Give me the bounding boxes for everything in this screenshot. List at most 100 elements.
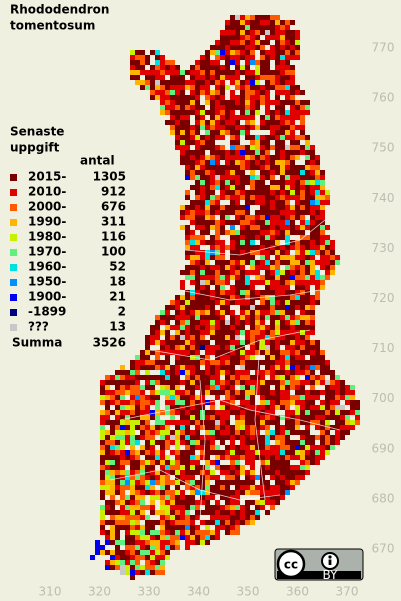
grid-cell bbox=[300, 145, 305, 150]
license-badge: cc BY bbox=[274, 548, 364, 582]
grid-cell bbox=[135, 455, 140, 460]
grid-cell bbox=[295, 385, 300, 390]
grid-cell bbox=[285, 490, 290, 495]
grid-cell bbox=[285, 215, 290, 220]
grid-cell bbox=[225, 280, 230, 285]
grid-cell bbox=[290, 180, 295, 185]
grid-cell bbox=[175, 135, 180, 140]
grid-cell bbox=[245, 15, 250, 20]
grid-cell bbox=[125, 470, 130, 475]
grid-cell bbox=[155, 320, 160, 325]
grid-cell bbox=[160, 375, 165, 380]
grid-cell bbox=[145, 400, 150, 405]
grid-cell bbox=[250, 345, 255, 350]
grid-cell bbox=[145, 370, 150, 375]
grid-cell bbox=[190, 340, 195, 345]
grid-cell bbox=[210, 505, 215, 510]
grid-cell bbox=[280, 305, 285, 310]
grid-cell bbox=[190, 445, 195, 450]
grid-cell bbox=[205, 195, 210, 200]
grid-cell bbox=[110, 455, 115, 460]
grid-cell bbox=[320, 445, 325, 450]
grid-cell bbox=[200, 520, 205, 525]
grid-cell bbox=[300, 205, 305, 210]
grid-cell bbox=[240, 50, 245, 55]
grid-cell bbox=[245, 115, 250, 120]
grid-cell bbox=[220, 325, 225, 330]
grid-cell bbox=[255, 430, 260, 435]
grid-cell bbox=[195, 350, 200, 355]
grid-cell bbox=[215, 250, 220, 255]
grid-cell bbox=[160, 380, 165, 385]
grid-cell bbox=[175, 520, 180, 525]
grid-cell bbox=[210, 245, 215, 250]
grid-cell bbox=[170, 495, 175, 500]
grid-cell bbox=[310, 390, 315, 395]
grid-cell bbox=[295, 170, 300, 175]
grid-cell bbox=[205, 155, 210, 160]
grid-cell bbox=[160, 75, 165, 80]
grid-cell bbox=[215, 280, 220, 285]
grid-cell bbox=[305, 415, 310, 420]
grid-cell bbox=[130, 405, 135, 410]
grid-cell bbox=[220, 335, 225, 340]
grid-cell bbox=[235, 115, 240, 120]
grid-cell bbox=[260, 175, 265, 180]
grid-cell bbox=[275, 225, 280, 230]
grid-cell bbox=[245, 70, 250, 75]
grid-cell bbox=[235, 375, 240, 380]
grid-cell bbox=[105, 560, 110, 565]
grid-cell bbox=[190, 330, 195, 335]
grid-cell bbox=[200, 210, 205, 215]
grid-cell bbox=[310, 180, 315, 185]
grid-cell bbox=[310, 325, 315, 330]
grid-cell bbox=[185, 415, 190, 420]
grid-cell bbox=[165, 330, 170, 335]
grid-cell bbox=[190, 255, 195, 260]
grid-cell bbox=[260, 330, 265, 335]
grid-cell bbox=[235, 275, 240, 280]
grid-cell bbox=[230, 465, 235, 470]
grid-cell bbox=[285, 145, 290, 150]
grid-cell bbox=[180, 475, 185, 480]
grid-cell bbox=[220, 45, 225, 50]
grid-cell bbox=[230, 390, 235, 395]
grid-cell bbox=[295, 405, 300, 410]
grid-cell bbox=[130, 390, 135, 395]
grid-cell bbox=[285, 70, 290, 75]
grid-cell bbox=[225, 85, 230, 90]
grid-cell bbox=[150, 395, 155, 400]
grid-cell bbox=[240, 175, 245, 180]
grid-cell bbox=[205, 535, 210, 540]
grid-cell bbox=[325, 365, 330, 370]
grid-cell bbox=[230, 510, 235, 515]
grid-cell bbox=[285, 175, 290, 180]
grid-cell bbox=[250, 295, 255, 300]
grid-cell bbox=[285, 130, 290, 135]
grid-cell bbox=[135, 555, 140, 560]
grid-cell bbox=[155, 495, 160, 500]
grid-cell bbox=[210, 350, 215, 355]
grid-cell bbox=[220, 355, 225, 360]
grid-cell bbox=[245, 65, 250, 70]
grid-cell bbox=[300, 465, 305, 470]
grid-cell bbox=[135, 550, 140, 555]
grid-cell bbox=[210, 170, 215, 175]
grid-cell bbox=[215, 410, 220, 415]
grid-cell bbox=[140, 470, 145, 475]
grid-cell bbox=[270, 380, 275, 385]
grid-cell bbox=[300, 120, 305, 125]
grid-cell bbox=[240, 100, 245, 105]
grid-cell bbox=[240, 470, 245, 475]
grid-cell bbox=[130, 510, 135, 515]
grid-cell bbox=[265, 290, 270, 295]
grid-cell bbox=[270, 185, 275, 190]
grid-cell bbox=[275, 455, 280, 460]
grid-cell bbox=[295, 450, 300, 455]
grid-cell bbox=[285, 185, 290, 190]
grid-cell bbox=[270, 20, 275, 25]
grid-cell bbox=[195, 185, 200, 190]
grid-cell bbox=[305, 450, 310, 455]
grid-cell bbox=[295, 165, 300, 170]
grid-cell bbox=[305, 330, 310, 335]
